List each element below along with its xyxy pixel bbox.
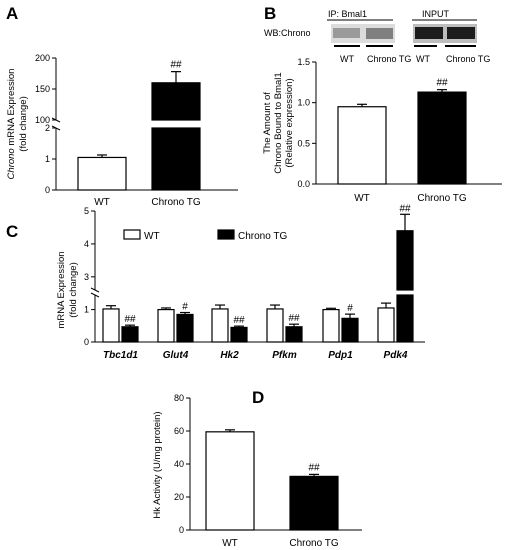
y-tick-label: 20 (174, 492, 184, 502)
legend-label-wt: WT (144, 231, 160, 242)
x-tick-label: Pfkm (272, 350, 297, 361)
bar-Chrono TG (417, 91, 467, 185)
y-tick-label: 1 (45, 154, 50, 164)
x-tick-label: Pdp1 (328, 350, 353, 361)
ip-band-chrono-tg (366, 28, 393, 39)
x-tick-label: Glut4 (163, 350, 189, 361)
lane-label-4: Chrono TG (446, 54, 490, 64)
bar-Pfkm-tg (285, 326, 303, 343)
y-axis-label-line1: The Amount of (262, 92, 273, 154)
y-axis-label-line2: Chrono Bound to Bmal1 (273, 72, 284, 173)
input-label: INPUT (422, 9, 450, 19)
y-tick-label: 100 (35, 115, 50, 125)
significance-marker: # (182, 302, 188, 313)
bar-upper-Chrono TG (151, 82, 201, 121)
panel-label-d: D (252, 388, 264, 407)
legend-swatch-wt (123, 229, 141, 240)
x-tick-label: Chrono TG (289, 538, 339, 549)
y-tick-label: 40 (174, 459, 184, 469)
y-tick-label: 0.5 (297, 138, 310, 148)
x-tick-label: Chrono TG (151, 197, 201, 208)
y-tick-label: 200 (35, 53, 50, 63)
axis-break-mark-2 (90, 287, 100, 293)
significance-marker: ## (308, 462, 320, 473)
panel-label-a: A (6, 4, 18, 23)
y-tick-label: 0.0 (297, 179, 310, 189)
y-tick-label: 0 (45, 185, 50, 195)
y-tick-label: 0 (84, 337, 89, 347)
x-tick-label: WT (94, 197, 110, 208)
significance-marker: ## (288, 313, 300, 324)
bar-WT (337, 106, 387, 185)
western-blot: IP: Bmal1 INPUT WB:Chrono WT Chrono TG W… (264, 9, 490, 64)
y-axis-label-line2: (fold change) (68, 262, 79, 317)
chart-b: 0.0 0.5 1.0 1.5 The Amount of Chrono Bound to… (262, 57, 502, 204)
y-axis-label: Hk Activity (U/mg protein) (152, 411, 163, 518)
y-tick-label: 1.0 (297, 98, 310, 108)
axis-break-mark-1 (90, 292, 100, 298)
panel-label-c: C (6, 222, 18, 241)
x-tick-label: Chrono TG (417, 193, 467, 204)
y-tick-label: 4 (84, 239, 89, 249)
y-tick-label: 60 (174, 426, 184, 436)
bar-Hk2-wt (211, 308, 229, 343)
significance-marker: # (347, 303, 353, 314)
bar-Glut4-tg (176, 313, 194, 343)
bar-lower-Chrono TG (151, 127, 201, 191)
wb-label: WB:Chrono (264, 28, 311, 38)
y-axis-label-gene: Chrono (6, 148, 17, 179)
y-axis-label-line1: mRNA Expression (56, 251, 67, 328)
ip-band-wt (333, 28, 360, 38)
ip-label: IP: Bmal1 (328, 9, 367, 19)
x-tick-label: WT (354, 193, 370, 204)
bar-Glut4-wt (157, 308, 175, 343)
bar-upper-Pdk4 (396, 230, 414, 291)
bar-Tbc1d1-tg (121, 326, 139, 343)
x-tick-label: Hk2 (220, 350, 239, 361)
lane-label-2: Chrono TG (367, 54, 411, 64)
y-axis-label-line2: (fold change) (18, 96, 29, 151)
input-band-wt (415, 27, 443, 39)
chart-c: 0 1 3 4 5 mRNA Expression (fold change) WT Chron… (56, 203, 425, 361)
y-axis-label-text: mRNA Expression (6, 69, 17, 149)
y-tick-label: 3 (84, 272, 89, 282)
significance-marker: ## (436, 78, 448, 89)
panel-label-b: B (264, 4, 276, 23)
chart-d: 0 20 40 60 80 Hk Activity (U/mg protein) WT Chr… (152, 393, 362, 549)
legend-swatch-chrono-tg (217, 229, 235, 240)
input-band-chrono-tg (447, 27, 475, 39)
lane-label-3: WT (416, 54, 430, 64)
bar-WT (77, 156, 127, 191)
bar-Tbc1d1-wt (102, 308, 120, 343)
bar-Pdp1-wt (322, 308, 340, 343)
bar-WT (205, 431, 255, 531)
y-tick-label: 1.5 (297, 57, 310, 67)
y-tick-label: 80 (174, 393, 184, 403)
x-tick-label: Tbc1d1 (103, 350, 138, 361)
y-tick-label: 0 (179, 525, 184, 535)
bar-Pdp1-tg (341, 317, 359, 343)
x-tick-label: WT (222, 538, 238, 549)
bar-Chrono TG (289, 475, 339, 531)
y-axis-label-line3: (Relative expression) (284, 78, 295, 167)
y-tick-label: 1 (84, 305, 89, 315)
bar-Pdk4-wt (377, 307, 395, 343)
legend-label-chrono-tg: Chrono TG (238, 231, 288, 242)
y-tick-label: 2 (45, 123, 50, 133)
bar-Pfkm-wt (266, 308, 284, 343)
y-tick-label: 150 (35, 84, 50, 94)
y-axis-label: Chrono mRNA Expression (6, 69, 17, 180)
bar-Hk2-tg (230, 326, 248, 343)
lane-label-1: WT (340, 54, 354, 64)
significance-marker: ## (170, 60, 182, 71)
significance-marker: ## (124, 314, 136, 325)
y-tick-label: 5 (84, 206, 89, 216)
bar-lower-Pdk4 (396, 294, 414, 343)
significance-marker: ## (233, 315, 245, 326)
significance-marker: ## (399, 203, 411, 214)
x-tick-label: Pdk4 (384, 350, 408, 361)
